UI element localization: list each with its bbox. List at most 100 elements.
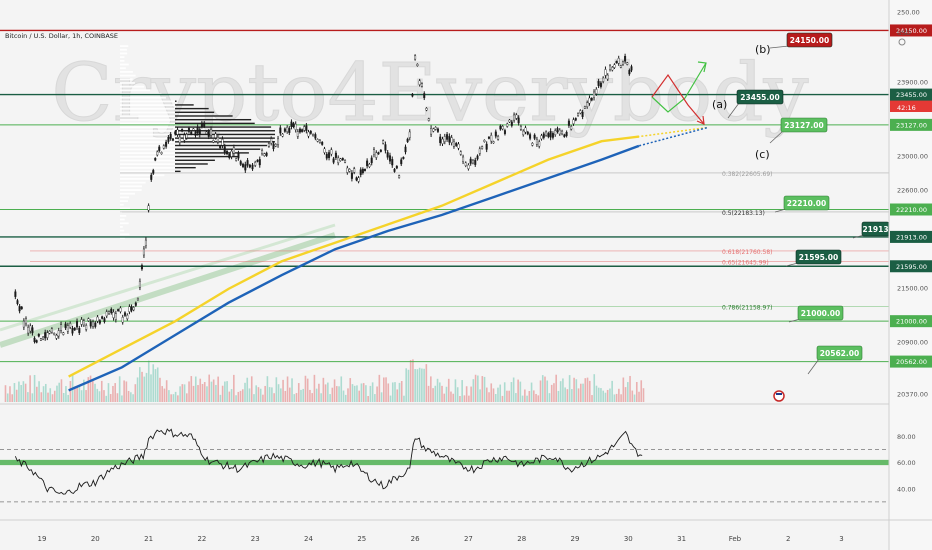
volume-bar bbox=[537, 395, 539, 402]
volume-bar bbox=[526, 396, 528, 402]
volume-bar bbox=[132, 394, 134, 402]
volume-bar bbox=[148, 361, 150, 402]
volume-bar bbox=[41, 392, 43, 402]
candle-body bbox=[598, 81, 600, 86]
volume-bar bbox=[137, 377, 139, 402]
callout-text: 24150.00 bbox=[790, 36, 829, 45]
volume-bar bbox=[540, 380, 542, 402]
candle-body bbox=[40, 339, 42, 341]
candle-body bbox=[224, 147, 226, 153]
candle-body bbox=[245, 165, 247, 171]
volume-bar bbox=[61, 379, 63, 402]
volume-bar bbox=[114, 383, 116, 402]
candle-body bbox=[63, 333, 65, 335]
candle-body bbox=[495, 132, 497, 136]
volume-bar bbox=[302, 389, 304, 402]
profile-bar bbox=[120, 89, 150, 91]
volume-bar bbox=[27, 392, 29, 402]
candle-body bbox=[511, 122, 513, 126]
candle-body bbox=[249, 165, 251, 167]
candle-body bbox=[303, 127, 305, 131]
candle-body bbox=[161, 152, 163, 154]
time-axis-label: 30 bbox=[624, 535, 633, 543]
volume-bar bbox=[643, 388, 645, 402]
volume-bar bbox=[18, 382, 20, 402]
volume-bar bbox=[155, 369, 157, 402]
volume-bar bbox=[179, 386, 181, 402]
volume-bar bbox=[340, 376, 342, 402]
time-axis-label: 20 bbox=[91, 535, 100, 543]
candle-body bbox=[69, 323, 71, 327]
candle-body bbox=[240, 161, 242, 164]
volume-bar bbox=[446, 387, 448, 402]
volume-bar bbox=[47, 393, 49, 402]
profile-bar bbox=[120, 97, 166, 99]
volume-bar bbox=[560, 381, 562, 402]
candle-body bbox=[502, 126, 504, 129]
profile-bar bbox=[120, 137, 175, 139]
volume-bar bbox=[356, 385, 358, 402]
candle-body bbox=[126, 315, 128, 319]
us-flag-icon[interactable] bbox=[774, 391, 784, 401]
candle-body bbox=[145, 240, 147, 246]
profile-bar bbox=[120, 200, 128, 202]
time-axis-label: 3 bbox=[839, 535, 843, 543]
candle-body bbox=[564, 135, 566, 137]
volume-bar bbox=[443, 394, 445, 402]
volume-bar bbox=[591, 395, 593, 402]
axis-level-label: 23127.00 bbox=[896, 121, 927, 129]
volume-bar bbox=[206, 386, 208, 402]
candle-body bbox=[76, 321, 78, 327]
candle-body bbox=[139, 281, 141, 287]
volume-bar bbox=[614, 394, 616, 402]
profile-bar bbox=[120, 64, 129, 66]
candle-body bbox=[15, 292, 17, 297]
profile-bar bbox=[120, 67, 126, 69]
volume-bar bbox=[383, 377, 385, 402]
volume-bar bbox=[490, 383, 492, 402]
profile-bar-value bbox=[175, 171, 181, 172]
candle-body bbox=[36, 340, 38, 342]
volume-bar bbox=[410, 360, 412, 402]
candle-body bbox=[206, 132, 208, 134]
volume-bar bbox=[403, 396, 405, 402]
volume-bar bbox=[161, 386, 163, 402]
candle-body bbox=[561, 131, 563, 134]
candle-body bbox=[213, 140, 215, 142]
volume-bar bbox=[177, 395, 179, 402]
candle-body bbox=[430, 128, 432, 134]
candle-body bbox=[444, 136, 446, 141]
volume-bar bbox=[616, 394, 618, 402]
volume-bar bbox=[5, 385, 7, 402]
volume-bar bbox=[123, 380, 125, 402]
candle-body bbox=[58, 331, 60, 336]
candle-body bbox=[488, 137, 490, 139]
profile-bar-value bbox=[175, 119, 251, 120]
candle-body bbox=[90, 322, 92, 327]
profile-bar bbox=[120, 134, 175, 136]
candle-body bbox=[624, 56, 626, 61]
candle-body bbox=[257, 160, 259, 162]
volume-bar bbox=[609, 389, 611, 402]
candle-body bbox=[319, 140, 321, 142]
candle-body bbox=[335, 153, 337, 158]
candle-body bbox=[465, 163, 467, 166]
candle-body bbox=[217, 137, 219, 142]
profile-bar-value bbox=[175, 163, 208, 164]
candle-body bbox=[152, 170, 154, 173]
callout-text: 21913 bbox=[862, 225, 888, 234]
volume-bar bbox=[582, 384, 584, 402]
volume-bar bbox=[631, 391, 633, 402]
volume-bar bbox=[379, 375, 381, 402]
volume-bar bbox=[222, 386, 224, 402]
candle-body bbox=[331, 150, 333, 154]
candle-body bbox=[264, 154, 266, 156]
volume-bar bbox=[529, 391, 531, 402]
candle-body bbox=[97, 317, 99, 321]
candle-body bbox=[60, 325, 62, 331]
candle-body bbox=[460, 152, 462, 155]
candle-body bbox=[543, 134, 545, 138]
volume-bar bbox=[502, 396, 504, 402]
volume-bar bbox=[260, 389, 262, 402]
